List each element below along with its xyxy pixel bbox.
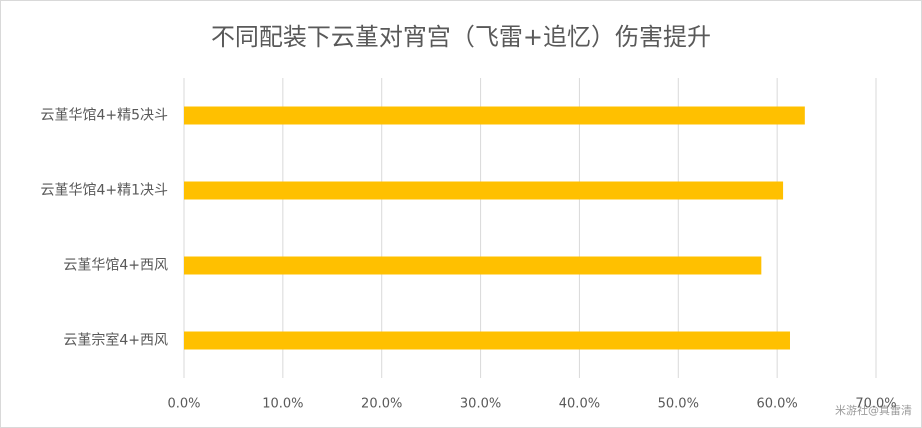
x-tick-label: 60.0% — [756, 397, 797, 412]
bar — [184, 331, 790, 350]
bar — [184, 256, 762, 275]
x-tick-label: 0.0% — [167, 397, 200, 412]
bar — [184, 181, 784, 200]
y-tick-label: 云堇华馆4+西风 — [63, 258, 168, 274]
x-tick-label: 30.0% — [460, 397, 501, 412]
x-tick-label: 10.0% — [262, 397, 303, 412]
bar — [184, 106, 805, 125]
x-tick-label: 20.0% — [361, 397, 402, 412]
x-tick-label: 40.0% — [559, 397, 600, 412]
y-tick-label: 云堇华馆4+精1决斗 — [40, 183, 168, 199]
chart-title: 不同配装下云堇对宵宫（飞雷+追忆）伤害提升 — [211, 23, 711, 51]
x-tick-label: 70.0% — [855, 397, 896, 412]
watermark: 米游社@真雷清 — [835, 403, 912, 417]
y-tick-label: 云堇宗室4+西风 — [63, 332, 168, 349]
y-tick-label: 云堇华馆4+精5决斗 — [40, 108, 168, 124]
x-tick-label: 50.0% — [658, 397, 699, 412]
